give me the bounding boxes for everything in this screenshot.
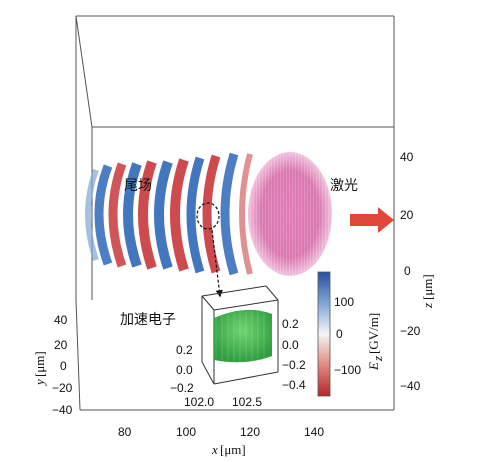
- colorbar: 100 0 −100 E z [GV/m]: [317, 271, 385, 397]
- y-axis-title: y [μm]: [32, 351, 47, 387]
- electron-bunch-marker: [196, 202, 220, 230]
- wake-stripe: [239, 153, 253, 275]
- wake-stripe: [154, 160, 173, 270]
- svg-text:[μm]: [μm]: [32, 351, 47, 377]
- y-tick: 0: [60, 359, 67, 373]
- wake-stripe: [123, 162, 142, 268]
- svg-text:E: E: [366, 362, 381, 371]
- wake-stripe: [220, 152, 239, 276]
- y-tick: 20: [54, 338, 68, 352]
- x-tick: 140: [304, 425, 324, 439]
- svg-text:z: z: [420, 303, 435, 309]
- x-axis-unit: [μm]: [220, 442, 246, 457]
- wake-stripe: [85, 168, 99, 261]
- wake-stripe: [94, 164, 113, 266]
- svg-text:y: y: [32, 379, 47, 387]
- y-tick: −20: [52, 381, 73, 395]
- z-tick: −20: [400, 324, 421, 338]
- z-tick: 20: [400, 208, 414, 222]
- colorbar-title: E z [GV/m]: [366, 313, 385, 371]
- svg-text:[GV/m]: [GV/m]: [366, 313, 381, 354]
- x-tick: 100: [176, 425, 196, 439]
- x-axis: 80 100 120 140 x [μm]: [118, 425, 324, 457]
- wake-stripe: [186, 156, 205, 274]
- inset-z-tick: −0.4: [282, 378, 306, 392]
- electron-bunch: [214, 309, 272, 363]
- z-axis: 40 20 0 −20 −40 z [μm]: [393, 127, 435, 410]
- electron-label: 加速电子: [120, 312, 176, 328]
- colorbar-tick: 100: [334, 295, 354, 309]
- inset-y-tick: 0.2: [176, 343, 193, 357]
- inset-z-tick: 0.2: [282, 317, 299, 331]
- wake-stripe: [202, 154, 221, 274]
- z-tick: 40: [400, 150, 414, 164]
- inset-z-tick: 0.0: [282, 338, 299, 352]
- y-axis: 40 20 0 −20 −40 y [μm]: [32, 299, 81, 417]
- x-tick: 80: [118, 425, 132, 439]
- inset-x-tick: 102.0: [184, 395, 214, 409]
- svg-text:[μm]: [μm]: [420, 274, 435, 300]
- colorbar-tick: 0: [336, 327, 343, 341]
- inset-y-tick: 0.0: [176, 363, 193, 377]
- svg-text:z: z: [370, 356, 385, 362]
- z-tick: 0: [404, 264, 411, 278]
- laser-pulse: [248, 152, 332, 276]
- y-tick: 40: [54, 313, 68, 327]
- x-tick: 120: [240, 425, 260, 439]
- z-axis-title: z [μm]: [420, 274, 435, 309]
- inset-y-tick: −0.2: [170, 381, 194, 395]
- z-tick: −40: [400, 379, 421, 393]
- inset: 0.2 0.0 −0.2 −0.4 0.2 0.0 −0.2 102.0 102…: [170, 285, 306, 409]
- wake-stripe: [138, 160, 157, 270]
- laser-label: 激光: [330, 177, 358, 194]
- colorbar-tick: −100: [334, 363, 361, 377]
- laser-direction-arrow: [350, 207, 394, 233]
- inset-z-tick: −0.2: [282, 358, 306, 372]
- y-tick: −40: [52, 403, 73, 417]
- x-axis-var: x: [211, 442, 218, 457]
- wake-stripe: [170, 158, 189, 272]
- zoom-arrow: [211, 229, 223, 298]
- inset-x-tick: 102.5: [232, 395, 262, 409]
- wake-field: [85, 152, 253, 276]
- wake-label: 尾场: [124, 178, 152, 194]
- wake-stripe: [108, 162, 127, 268]
